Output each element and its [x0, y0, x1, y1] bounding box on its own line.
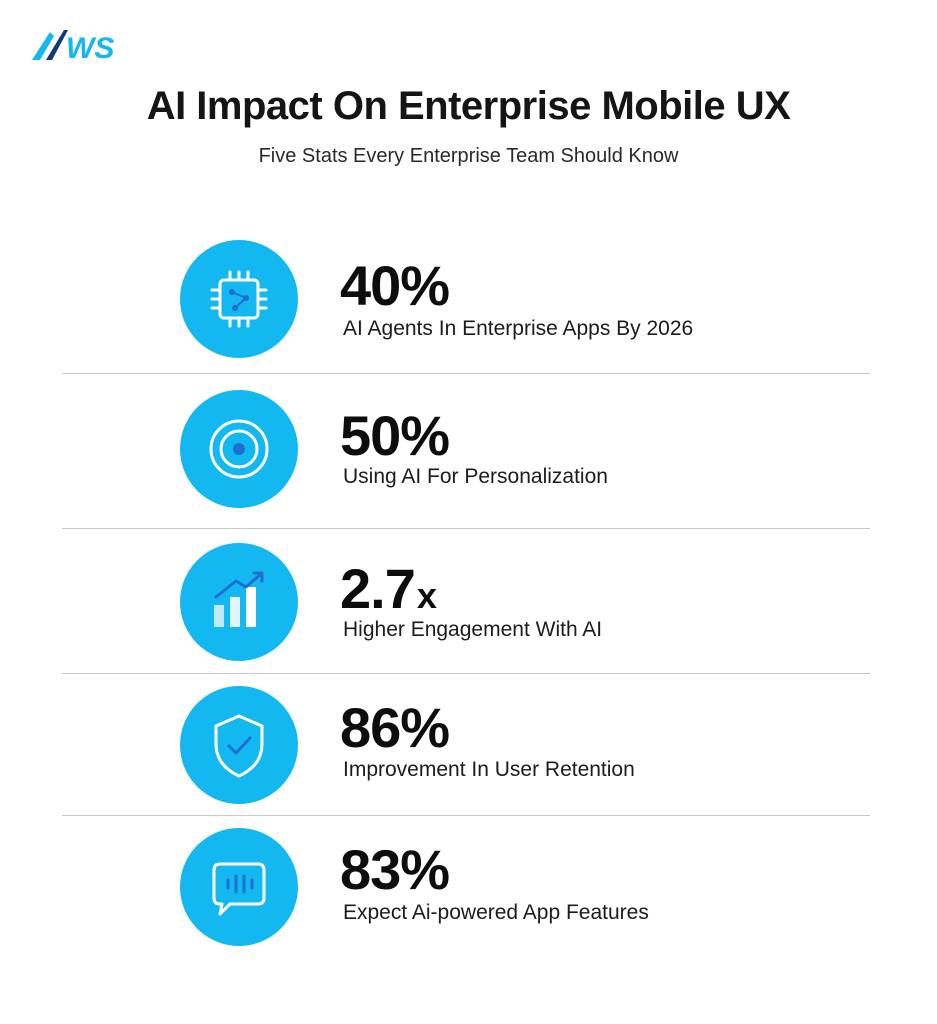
chat-bubble-icon [180, 828, 298, 946]
stat-item: 83% Expect Ai-powered App Features [0, 828, 937, 948]
target-icon [180, 390, 298, 508]
stat-item: 2.7x Higher Engagement With AI [0, 543, 937, 663]
stat-value: 40% [340, 254, 450, 317]
stat-item: 86% Improvement In User Retention [0, 686, 937, 806]
divider [62, 528, 870, 529]
stat-item: 40% AI Agents In Enterprise Apps By 2026 [0, 240, 937, 360]
stat-value: 86% [340, 696, 450, 759]
stat-value: 83% [340, 838, 450, 901]
divider [62, 373, 870, 374]
growth-chart-icon [180, 543, 298, 661]
page-title: AI Impact On Enterprise Mobile UX [146, 84, 791, 128]
stat-label: Expect Ai-powered App Features [343, 901, 649, 924]
divider [62, 673, 870, 674]
stat-value: 2.7x [340, 557, 437, 620]
shield-check-icon [180, 686, 298, 804]
logo-text: WS [66, 32, 114, 65]
divider [62, 815, 870, 816]
stat-label: Using AI For Personalization [343, 465, 608, 488]
brand-logo: WS [30, 22, 122, 66]
stat-value: 50% [340, 404, 450, 467]
stat-label: Improvement In User Retention [343, 758, 635, 781]
chip-icon [180, 240, 298, 358]
page-subtitle: Five Stats Every Enterprise Team Should … [258, 145, 679, 167]
stat-label: AI Agents In Enterprise Apps By 2026 [343, 317, 694, 340]
stat-item: 50% Using AI For Personalization [0, 390, 937, 510]
stat-label: Higher Engagement With AI [343, 618, 603, 641]
